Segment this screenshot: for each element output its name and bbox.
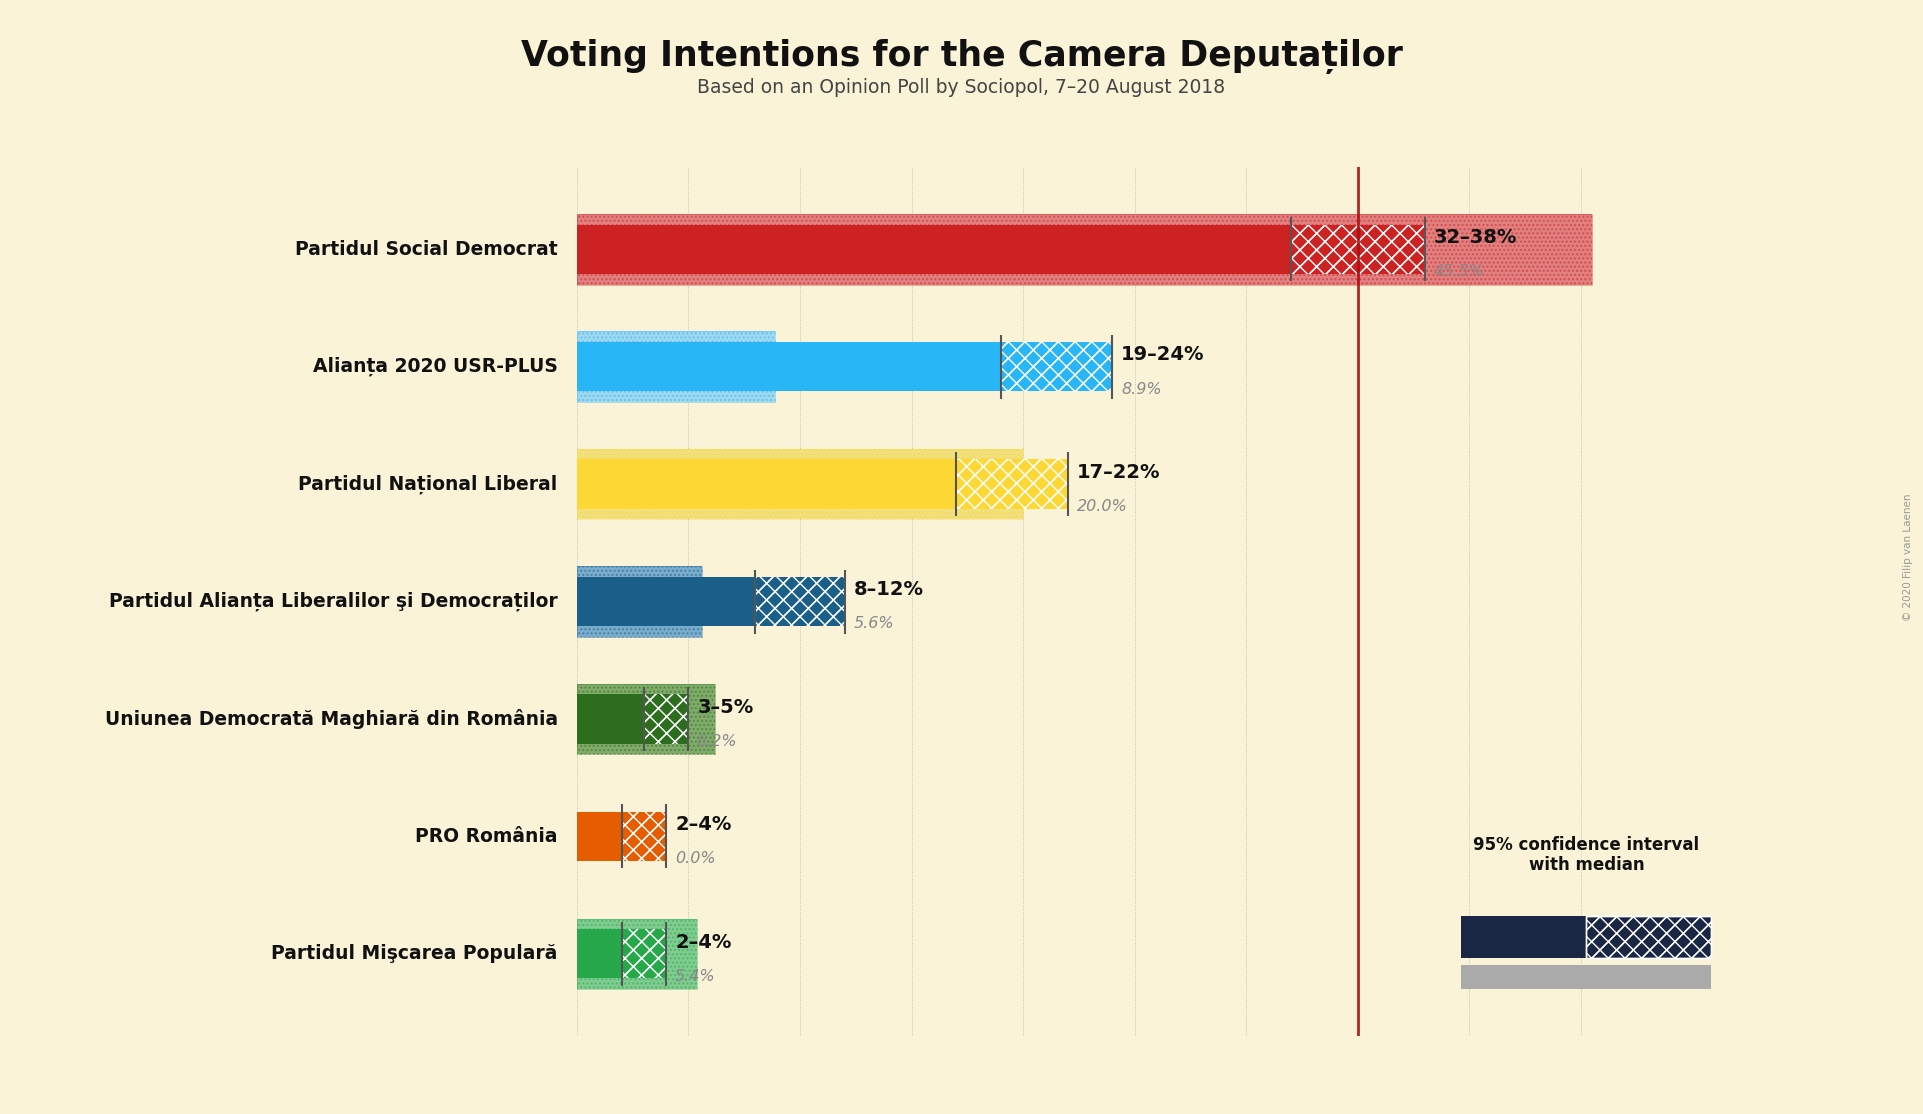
Text: Partidul Alianța Liberalilor şi Democraților: Partidul Alianța Liberalilor şi Democraț… xyxy=(110,592,558,612)
Text: Alianța 2020 USR-PLUS: Alianța 2020 USR-PLUS xyxy=(313,356,558,377)
Bar xyxy=(577,684,715,754)
Bar xyxy=(1000,342,1111,391)
Bar xyxy=(644,694,688,744)
Bar xyxy=(756,577,844,626)
Text: 95% confidence interval
with median: 95% confidence interval with median xyxy=(1473,836,1700,874)
Bar xyxy=(577,459,956,509)
Text: 32–38%: 32–38% xyxy=(1433,228,1517,247)
Text: © 2020 Filip van Laenen: © 2020 Filip van Laenen xyxy=(1902,494,1913,620)
Text: 17–22%: 17–22% xyxy=(1077,463,1160,482)
Bar xyxy=(577,449,1023,519)
Text: Uniunea Democrată Maghiară din România: Uniunea Democrată Maghiară din România xyxy=(104,709,558,729)
Bar xyxy=(577,332,775,402)
Bar xyxy=(577,566,702,637)
Text: 2–4%: 2–4% xyxy=(675,932,731,951)
Bar xyxy=(577,919,698,989)
Bar xyxy=(577,342,1000,391)
Bar xyxy=(577,225,1290,274)
Bar xyxy=(756,577,844,626)
Text: PRO România: PRO România xyxy=(415,827,558,846)
Text: 0.0%: 0.0% xyxy=(675,851,715,867)
Bar xyxy=(621,929,665,978)
Bar xyxy=(577,812,621,861)
Bar xyxy=(577,694,644,744)
Text: Partidul Social Democrat: Partidul Social Democrat xyxy=(294,240,558,258)
Bar xyxy=(621,812,665,861)
Bar xyxy=(1290,225,1425,274)
Text: 8.9%: 8.9% xyxy=(1121,381,1161,397)
Bar xyxy=(577,214,1592,284)
Bar xyxy=(644,694,688,744)
Text: 2–4%: 2–4% xyxy=(675,815,731,834)
Text: 8–12%: 8–12% xyxy=(854,580,923,599)
Bar xyxy=(1290,225,1425,274)
Text: 6.2%: 6.2% xyxy=(698,734,738,749)
Text: Last result: Last result xyxy=(1546,969,1627,985)
Bar xyxy=(621,812,665,861)
Text: Voting Intentions for the Camera Deputaților: Voting Intentions for the Camera Deputaț… xyxy=(521,39,1402,74)
Text: Partidul Mişcarea Populară: Partidul Mişcarea Populară xyxy=(271,945,558,964)
Text: 5.6%: 5.6% xyxy=(854,616,894,632)
Text: Based on an Opinion Poll by Sociopol, 7–20 August 2018: Based on an Opinion Poll by Sociopol, 7–… xyxy=(698,78,1225,97)
Bar xyxy=(577,332,775,402)
Bar xyxy=(577,929,621,978)
Bar xyxy=(577,214,1592,284)
Bar xyxy=(621,929,665,978)
Text: 45.5%: 45.5% xyxy=(1433,264,1485,280)
Text: 5.4%: 5.4% xyxy=(675,969,715,984)
Bar xyxy=(577,919,698,989)
Text: 20.0%: 20.0% xyxy=(1077,499,1127,514)
Bar xyxy=(577,449,1023,519)
Text: 19–24%: 19–24% xyxy=(1121,345,1204,364)
Bar xyxy=(956,459,1067,509)
Bar xyxy=(1000,342,1111,391)
Bar xyxy=(577,684,715,754)
Text: 3–5%: 3–5% xyxy=(698,697,754,716)
Bar xyxy=(577,566,702,637)
Bar xyxy=(956,459,1067,509)
Text: Partidul Național Liberal: Partidul Național Liberal xyxy=(298,475,558,494)
Bar xyxy=(577,577,756,626)
